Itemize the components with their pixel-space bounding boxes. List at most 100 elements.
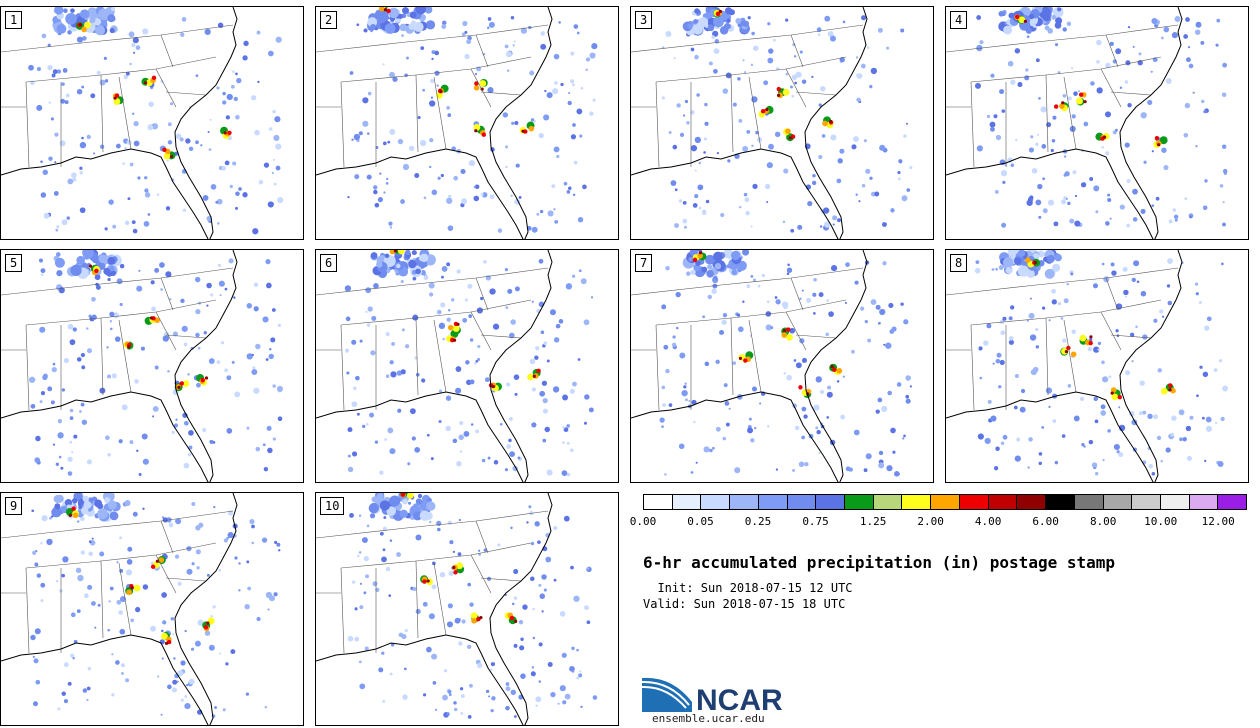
precip-cell [209, 439, 214, 444]
precip-cell [262, 316, 269, 323]
precip-cell [1125, 60, 1131, 66]
precip-cell [125, 678, 130, 683]
precip-cell [822, 207, 830, 214]
precip-cell [255, 343, 261, 350]
precip-cell [1182, 436, 1187, 442]
precip-cell [446, 621, 454, 628]
precip-core [776, 86, 781, 92]
precip-cell [78, 504, 83, 510]
colorbar-bin [816, 495, 846, 509]
precip-cell [1132, 188, 1138, 195]
precip-cell [370, 252, 378, 259]
precip-cell [39, 400, 43, 404]
coastline [1, 493, 238, 725]
precip-cell [1179, 437, 1183, 442]
state-border [475, 520, 489, 554]
precip-cell [821, 134, 826, 138]
precip-cell [1118, 406, 1121, 409]
precip-cell [990, 73, 995, 78]
precip-cell [1046, 254, 1055, 263]
precip-cell [366, 323, 371, 327]
precip-cell [511, 602, 515, 606]
precip-cell [789, 327, 795, 334]
precip-cell [1140, 208, 1146, 214]
figure-title: 6-hr accumulated precipitation (in) post… [643, 553, 1116, 572]
precip-cell [157, 675, 160, 678]
precip-cell [134, 379, 139, 384]
precip-cell [244, 603, 250, 610]
precip-cell [734, 467, 741, 474]
precip-cell [506, 69, 510, 72]
precip-cell [506, 382, 511, 387]
precip-cell [40, 391, 46, 396]
precip-cell [161, 657, 164, 660]
state-border [1045, 74, 1049, 153]
precip-cell [557, 702, 560, 705]
precip-cell [97, 603, 101, 607]
precip-cell [235, 72, 238, 76]
precip-cell [842, 375, 845, 378]
precip-cell [573, 595, 580, 602]
precip-cell [50, 400, 55, 405]
precip-cell [115, 143, 121, 149]
precip-cell [1002, 180, 1006, 185]
precip-cell [513, 40, 516, 43]
precip-cell [255, 446, 261, 452]
precip-cell [424, 7, 433, 14]
precip-cell [401, 328, 405, 332]
precip-cell [232, 70, 235, 73]
precip-cell [34, 457, 41, 463]
precip-cell [35, 435, 41, 442]
precip-cell [406, 56, 409, 60]
precip-cell [210, 293, 214, 297]
precip-cell [431, 57, 434, 61]
precip-cell [751, 386, 758, 392]
precip-cell [119, 536, 123, 540]
precip-core [509, 615, 515, 621]
precip-cell [870, 299, 877, 305]
precip-cell [767, 57, 774, 64]
coastline [316, 7, 553, 239]
precip-cell [530, 576, 535, 582]
precip-cell [119, 263, 125, 269]
precip-cell [215, 200, 219, 204]
precip-cell [356, 23, 360, 27]
precip-cell [1063, 155, 1067, 158]
precip-cell [998, 10, 1005, 17]
precip-cell [661, 385, 666, 390]
precip-cell [426, 501, 436, 511]
precip-cell [60, 466, 64, 470]
precip-cell [174, 554, 180, 559]
precip-cell [1201, 416, 1205, 420]
precip-cell [538, 583, 542, 587]
precip-cell [1070, 67, 1074, 70]
precip-core [1018, 16, 1026, 24]
precip-cell [1126, 178, 1131, 183]
colorbar-bin [1017, 495, 1047, 509]
precip-cell [191, 502, 196, 507]
precip-cell [775, 299, 781, 305]
precip-cell [386, 177, 389, 181]
precip-cell [469, 602, 474, 607]
precip-cell [345, 316, 351, 322]
precip-cell [385, 332, 390, 337]
precip-cell [984, 437, 991, 445]
precip-cell [746, 129, 751, 134]
precip-cell [403, 667, 407, 671]
precip-core [447, 324, 454, 331]
precip-core [1033, 260, 1037, 265]
precip-core [692, 257, 698, 262]
precip-cell [1035, 327, 1039, 332]
precip-cell [256, 30, 261, 35]
precip-cell [726, 18, 731, 23]
precip-cell [1025, 68, 1029, 72]
precip-cell [86, 698, 89, 702]
precip-cell [115, 660, 120, 665]
precip-cell [553, 337, 560, 343]
precip-cell [109, 586, 114, 591]
precip-cell [404, 73, 408, 77]
precip-cell [826, 391, 833, 398]
precip-cell [1159, 309, 1164, 314]
precip-cell [870, 67, 878, 75]
precip-core [514, 619, 518, 624]
